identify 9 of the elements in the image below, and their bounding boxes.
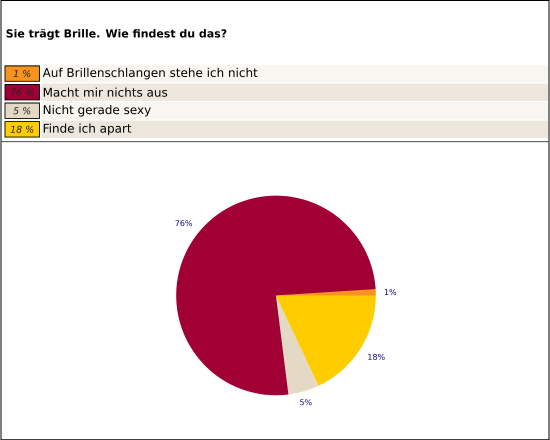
legend-label: Macht mir nichts aus — [44, 87, 168, 97]
text: 18 % — [10, 126, 34, 133]
legend-label: Auf Brillenschlangen stehe ich nicht — [42, 68, 258, 80]
chart-title: Sie trägt Brille. Wie findest du das? — [6, 28, 226, 40]
text: 76 % — [11, 88, 34, 96]
legend-label: Finde ich apart — [44, 123, 132, 136]
text: 5 % — [13, 107, 30, 114]
legend-label: Nicht gerade sexy — [44, 104, 151, 116]
text: 1 % — [14, 70, 30, 78]
